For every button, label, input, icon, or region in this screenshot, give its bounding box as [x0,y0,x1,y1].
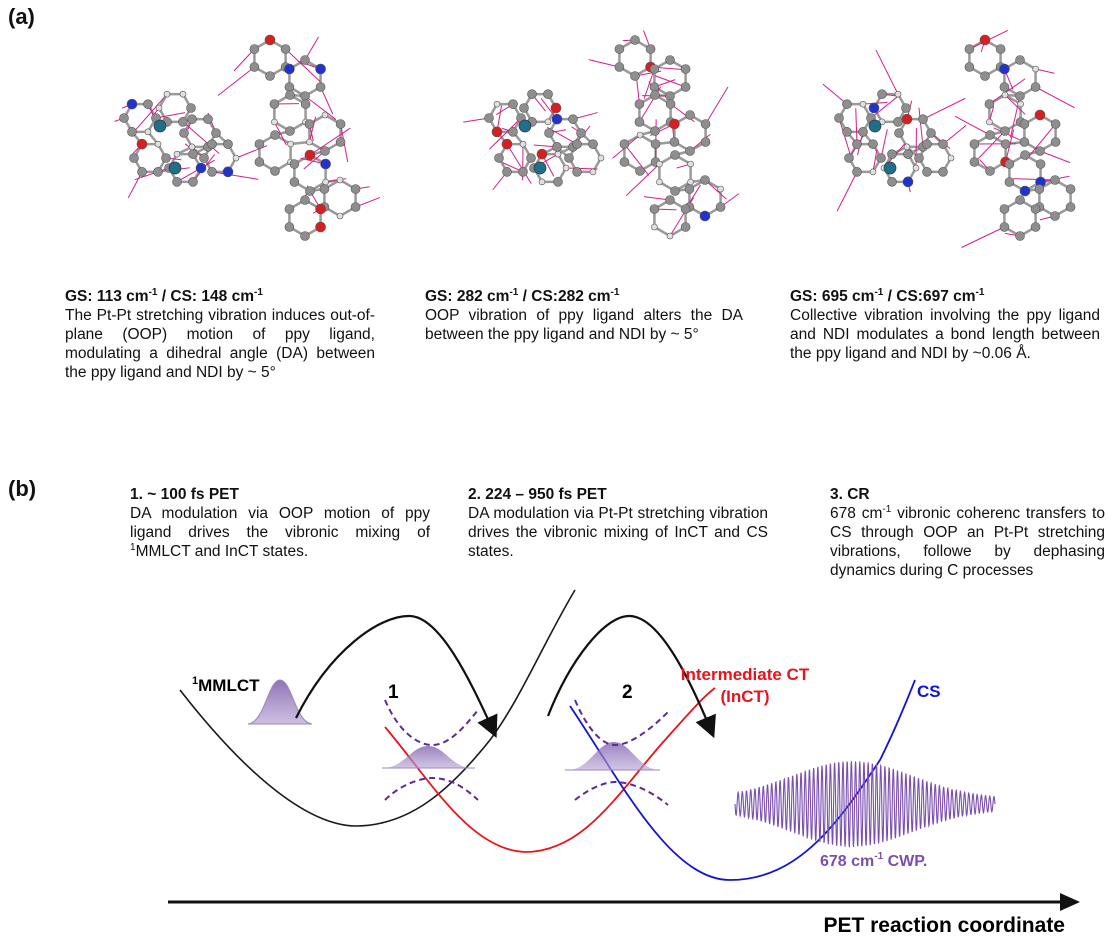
step-3-title: 3. CR [830,486,870,503]
avoided-crossing-upper-2 [574,699,669,747]
coherent-wavepacket-oscillation [734,761,996,849]
arrow-1-label: 1 [388,682,399,703]
axis-arrowhead [1060,893,1080,911]
step-1-description: DA modulation via OOP motion of ppy liga… [130,505,430,560]
axis-label: PET reaction coordinate [823,914,1065,936]
molecule-mode-2-image [463,30,740,240]
mode-1-caption: GS: 113 cm-1 / CS: 148 cm-1 The Pt-Pt st… [65,287,375,382]
molecule-mode-3-image [822,29,1076,248]
step-1-title: 1. ~ 100 fs PET [130,486,239,503]
wavepacket-bell-1 [247,679,313,725]
mode-3-caption: GS: 695 cm-1 / CS:697 cm-1 Collective vi… [790,287,1100,363]
mode-3-description: Collective vibration involving the ppy l… [790,307,1100,362]
step-2-title: 2. 224 – 950 fs PET [468,486,607,503]
avoided-crossing-lower-2 [574,780,669,806]
cwp-label: 678 cm-1 CWP. [820,851,927,870]
incT-label-line2: (InCT) [720,687,769,706]
arrow-2-label: 2 [622,682,633,703]
step-3-description: 678 cm-1 vibronic coherenc transfers to … [830,503,1105,579]
mode-1-description: The Pt-Pt stretching vibration induces o… [65,307,375,381]
step-2-description: DA modulation via Pt-Pt stretching vibra… [468,505,768,560]
cwp-waveform [734,761,996,849]
panel-a-label: (a) [8,4,35,29]
step-1-text: 1. ~ 100 fs PET DA modulation via OOP mo… [130,485,430,561]
wavepacket-bell-2 [385,746,470,768]
mode-3-title: GS: 695 cm-1 / CS:697 cm-1 [790,286,985,305]
mode-1-title: GS: 113 cm-1 / CS: 148 cm-1 [65,286,263,305]
cs-potential-curve [569,679,916,881]
wavepacket-bell-3 [570,742,658,770]
mode-2-title: GS: 282 cm-1 / CS:282 cm-1 [425,286,620,305]
mmlct-label: 1MMLCT [192,675,260,695]
mmlct-potential-curve [179,589,576,827]
step-2-text: 2. 224 – 950 fs PET DA modulation via Pt… [468,485,768,561]
process-arrow-1 [295,614,498,738]
incT-potential-curve [384,687,716,853]
avoided-crossing-lower-1 [384,776,479,801]
molecule-mode-1-image [114,34,381,241]
mode-2-description: OOP vibration of ppy ligand alters the D… [425,307,743,343]
process-arrow-2 [546,614,716,739]
mode-2-caption: GS: 282 cm-1 / CS:282 cm-1 OOP vibration… [425,287,743,344]
cs-label: CS [917,682,941,701]
panel-b-label: (b) [8,476,37,501]
avoided-crossing-upper-1 [384,699,479,747]
incT-label-line1: Intermediate CT [681,665,810,684]
step-3-text: 3. CR 678 cm-1 vibronic coherenc transfe… [830,485,1105,580]
